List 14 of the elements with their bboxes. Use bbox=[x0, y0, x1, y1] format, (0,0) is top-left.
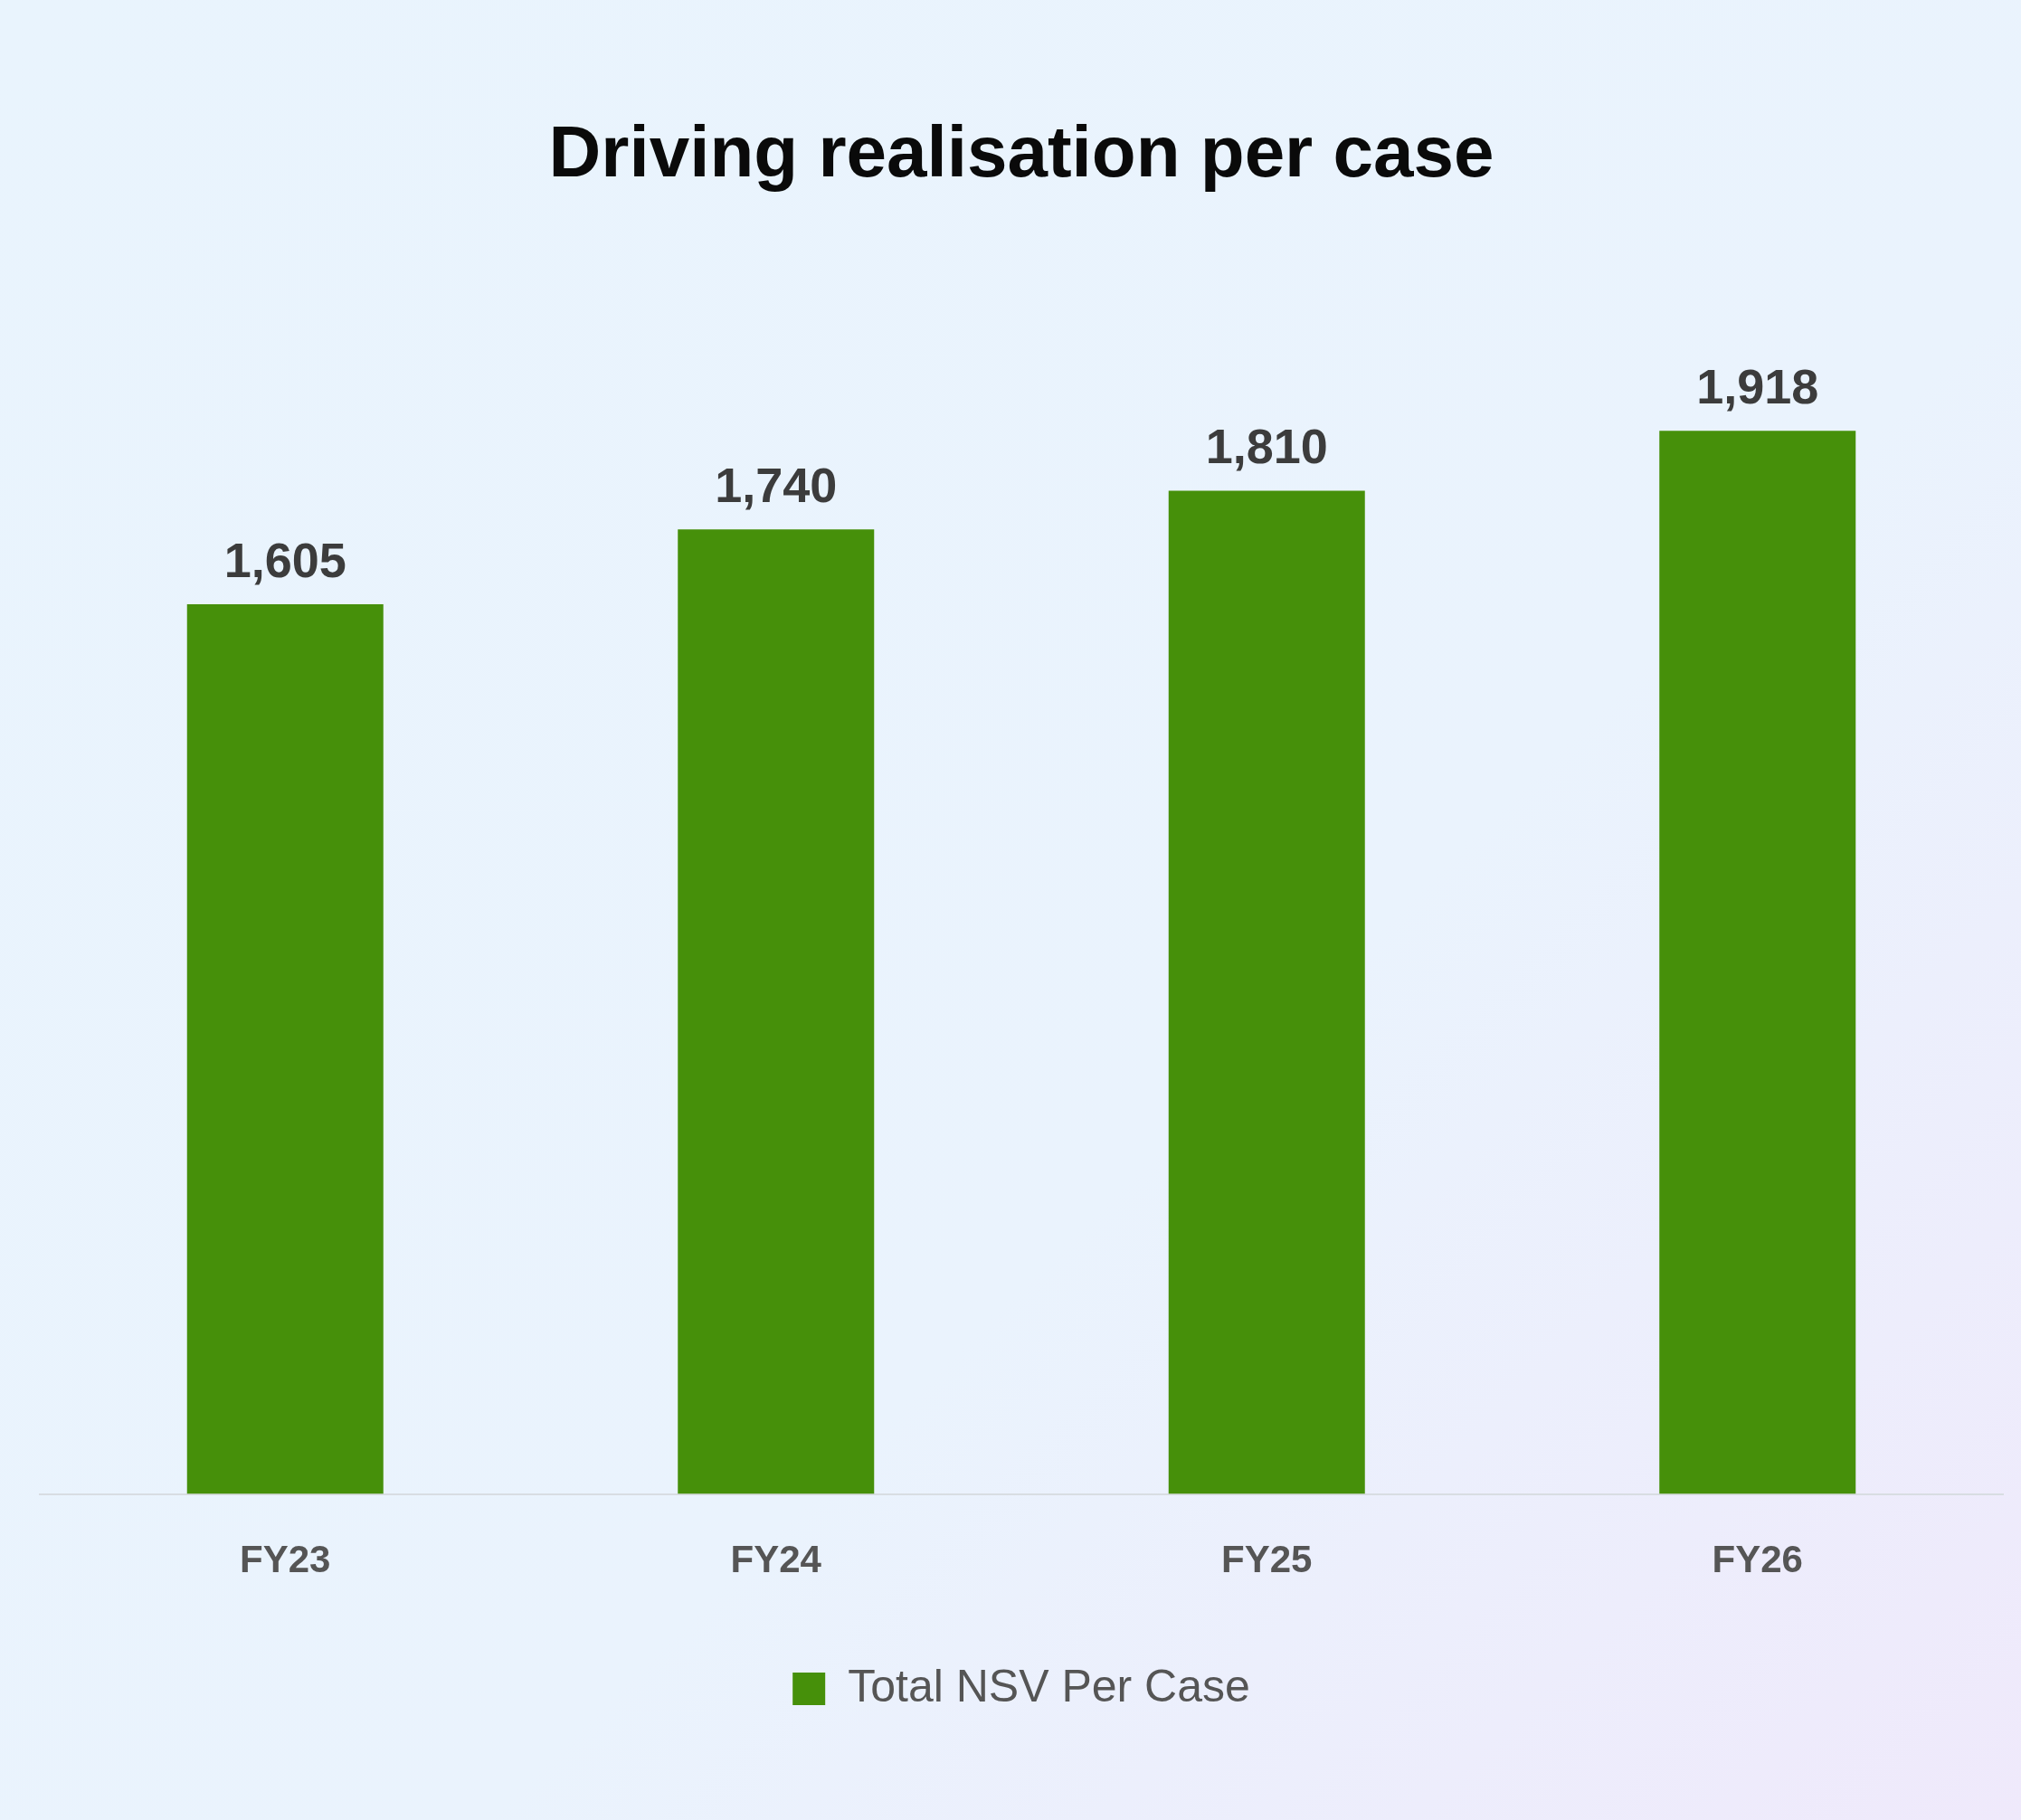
data-label: 1,605 bbox=[223, 532, 346, 587]
data-label: 1,918 bbox=[1696, 359, 1819, 414]
x-tick-label: FY24 bbox=[730, 1538, 822, 1581]
chart-title: Driving realisation per case bbox=[548, 111, 1494, 193]
bar bbox=[1168, 490, 1365, 1494]
data-label: 1,740 bbox=[715, 458, 838, 513]
legend-label: Total NSV Per Case bbox=[848, 1660, 1250, 1711]
data-label: 1,810 bbox=[1205, 419, 1328, 474]
x-tick-label: FY26 bbox=[1712, 1538, 1803, 1581]
x-tick-label: FY23 bbox=[240, 1538, 331, 1581]
x-tick-label: FY25 bbox=[1221, 1538, 1313, 1581]
bar bbox=[678, 529, 875, 1494]
bar bbox=[186, 604, 384, 1494]
bar bbox=[1659, 431, 1856, 1494]
